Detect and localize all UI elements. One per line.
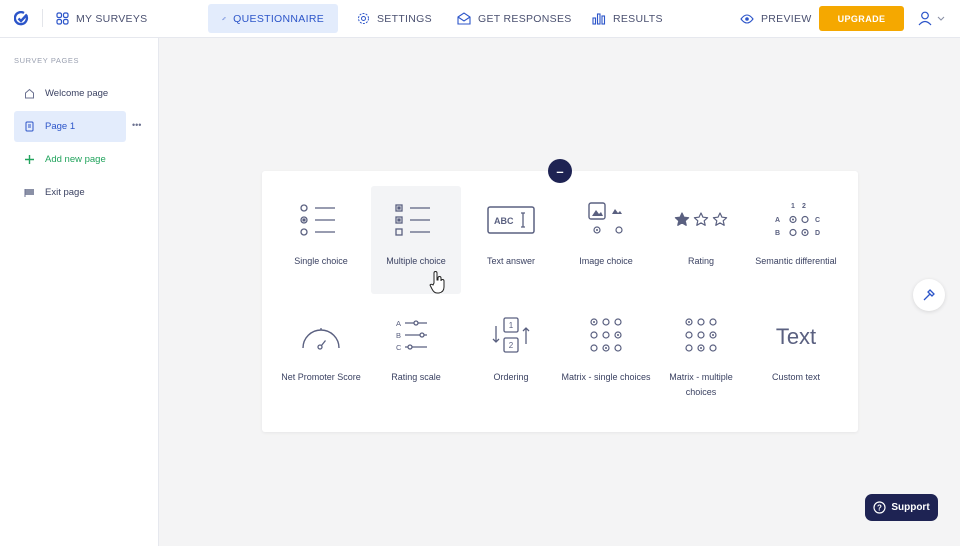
icon-text: Text (776, 324, 816, 349)
question-type-multiple-choice[interactable]: Multiple choice (371, 186, 461, 294)
eye-icon (740, 13, 754, 24)
top-header: MY SURVEYS QUESTIONNAIRE SETTINGS GET RE… (0, 0, 960, 38)
tab-get-responses[interactable]: GET RESPONSES (443, 4, 586, 33)
icon-text: ABC (494, 216, 514, 226)
question-type-label: Matrix - single choices (561, 372, 651, 382)
upgrade-button[interactable]: UPGRADE (819, 6, 904, 31)
icon-text: B (396, 331, 401, 340)
design-tool-button[interactable] (913, 279, 945, 311)
support-label: Support (891, 502, 930, 513)
question-type-matrix-multiple[interactable]: Matrix - multiple choices (656, 302, 746, 410)
tab-label: RESULTS (613, 12, 663, 25)
question-type-label: Custom text (771, 372, 820, 382)
tab-label: GET RESPONSES (478, 12, 572, 25)
collapse-button[interactable]: – (548, 159, 572, 183)
gear-icon (358, 13, 369, 24)
question-type-single-choice[interactable]: Single choice (276, 186, 366, 294)
sidebar-item-exit[interactable]: Exit page (14, 177, 126, 208)
preview-button[interactable]: PREVIEW (726, 4, 826, 33)
question-type-label: Matrix - multiple choices (669, 372, 733, 397)
help-icon: ? (873, 501, 886, 514)
gauge-icon (302, 328, 340, 350)
tab-label: QUESTIONNAIRE (233, 12, 324, 25)
support-button[interactable]: ? Support (865, 494, 938, 521)
question-type-image-choice[interactable]: Image choice (561, 186, 651, 294)
pencil-icon (222, 16, 226, 21)
icon-text: 2 (802, 203, 806, 210)
sidebar-item-label: Page 1 (45, 121, 76, 132)
icon-text: C (396, 343, 402, 352)
sidebar-item-welcome[interactable]: Welcome page (14, 78, 126, 109)
matrix-multiple-icon (685, 318, 717, 352)
text-answer-icon: ABC (487, 206, 535, 234)
sidebar-item-label: Exit page (45, 187, 85, 198)
divider (42, 9, 43, 27)
svg-text:?: ? (877, 504, 882, 513)
custom-text-icon: Text (776, 324, 816, 349)
icon-text: A (775, 217, 780, 224)
tab-results[interactable]: RESULTS (578, 4, 677, 33)
pipette-icon (923, 289, 935, 301)
star-rating-icon (674, 212, 728, 226)
icon-text: 1 (791, 203, 795, 210)
tab-label: SETTINGS (377, 12, 432, 25)
question-type-matrix-single[interactable]: Matrix - single choices (561, 302, 651, 410)
sidebar: SURVEY PAGES Welcome page Page 1 ••• Add… (0, 38, 159, 546)
question-type-label: Single choice (294, 256, 348, 266)
question-type-custom-text[interactable]: Text Custom text (751, 302, 841, 410)
rating-scale-icon: ABC (396, 319, 427, 352)
question-type-label: Net Promoter Score (281, 372, 361, 382)
my-surveys-label: MY SURVEYS (76, 12, 148, 25)
add-new-page-button[interactable]: Add new page (14, 144, 126, 175)
page-icon (25, 121, 34, 132)
question-type-label: Multiple choice (386, 256, 446, 266)
sidebar-item-page-1[interactable]: Page 1 (14, 111, 126, 142)
question-type-label: Rating scale (391, 372, 441, 382)
question-type-label: Text answer (486, 256, 536, 266)
question-type-picker: Single choice Multiple choice ABC Text a… (262, 171, 858, 432)
question-type-label: Rating (687, 256, 714, 266)
question-type-rating[interactable]: Rating (656, 186, 746, 294)
flag-icon (24, 189, 34, 197)
sidebar-item-label: Welcome page (45, 88, 109, 99)
icon-text: 1 (509, 321, 514, 330)
preview-label: PREVIEW (761, 12, 812, 25)
tab-questionnaire[interactable]: QUESTIONNAIRE (208, 4, 338, 33)
my-surveys-link[interactable]: MY SURVEYS (42, 4, 161, 33)
semantic-differential-icon: 1 2 A C B D (775, 203, 820, 237)
home-icon (25, 88, 34, 99)
envelope-icon (457, 12, 471, 25)
bar-chart-icon (592, 13, 606, 25)
single-choice-icon (300, 204, 335, 236)
question-type-text-answer[interactable]: ABC Text answer (466, 186, 556, 294)
question-type-label: Ordering (493, 372, 529, 382)
user-menu-icon[interactable] (918, 11, 948, 26)
icon-text: B (775, 230, 780, 237)
sidebar-title: SURVEY PAGES (14, 56, 80, 65)
plus-icon (25, 155, 34, 164)
grid-icon (56, 12, 69, 25)
multiple-choice-icon (395, 204, 430, 236)
icon-text: A (396, 319, 401, 328)
icon-text: 2 (509, 341, 514, 350)
matrix-single-icon (590, 318, 622, 352)
more-options-button[interactable]: ••• (132, 120, 142, 130)
sidebar-item-label: Add new page (45, 154, 106, 165)
logo-icon[interactable] (14, 11, 29, 26)
icon-text: D (815, 230, 820, 237)
image-choice-icon (588, 202, 623, 234)
question-type-net-promoter-score[interactable]: Net Promoter Score (276, 302, 366, 410)
ordering-icon: 12 (492, 317, 530, 353)
icon-text: C (815, 217, 820, 224)
question-type-label: Semantic differential (755, 256, 837, 266)
tab-settings[interactable]: SETTINGS (343, 4, 446, 33)
hand-cursor-icon (429, 271, 445, 294)
question-type-label: Image choice (579, 256, 633, 266)
